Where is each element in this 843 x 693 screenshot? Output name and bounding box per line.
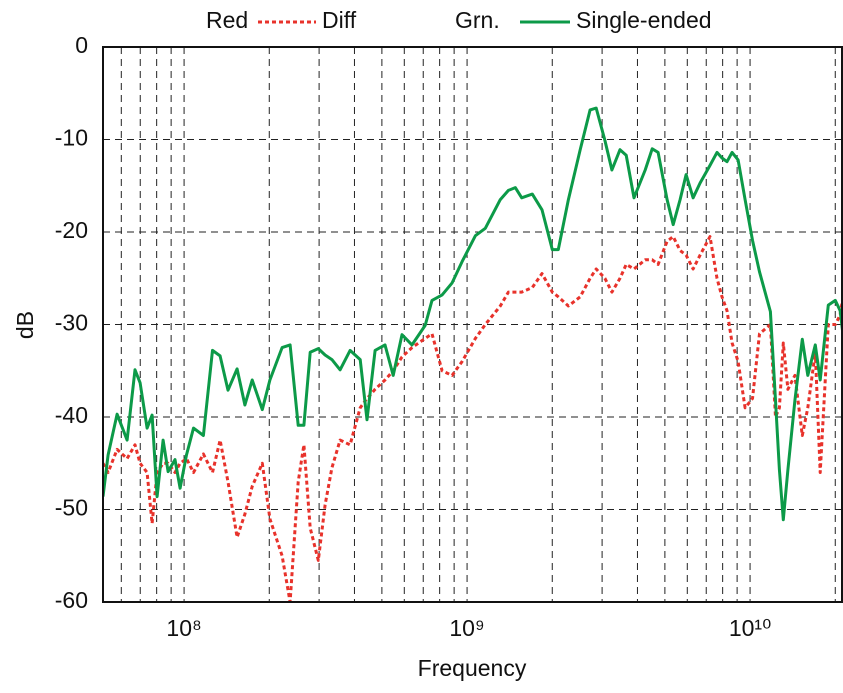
y-tick-label: -40	[55, 402, 88, 428]
legend-color-label: Grn.	[455, 7, 500, 33]
series-line	[103, 235, 843, 602]
x-tick-label: 10¹⁰	[729, 615, 771, 641]
y-tick-label: -10	[55, 125, 88, 151]
y-tick-label: 0	[75, 32, 88, 58]
plot-frame	[102, 46, 843, 603]
x-tick-label: 10⁸	[166, 615, 201, 641]
legend-label: Diff	[322, 7, 357, 33]
x-tick-label: 10⁹	[449, 615, 484, 641]
series-line	[103, 106, 843, 522]
y-tick-label: -60	[55, 587, 88, 613]
y-tick-label: -30	[55, 310, 88, 336]
legend-label: Single-ended	[576, 7, 712, 33]
legend-color-label: Red	[206, 7, 248, 33]
y-tick-label: -50	[55, 495, 88, 521]
y-tick-label: -20	[55, 217, 88, 243]
y-axis-label: dB	[12, 311, 38, 339]
x-axis-label: Frequency	[418, 655, 527, 681]
